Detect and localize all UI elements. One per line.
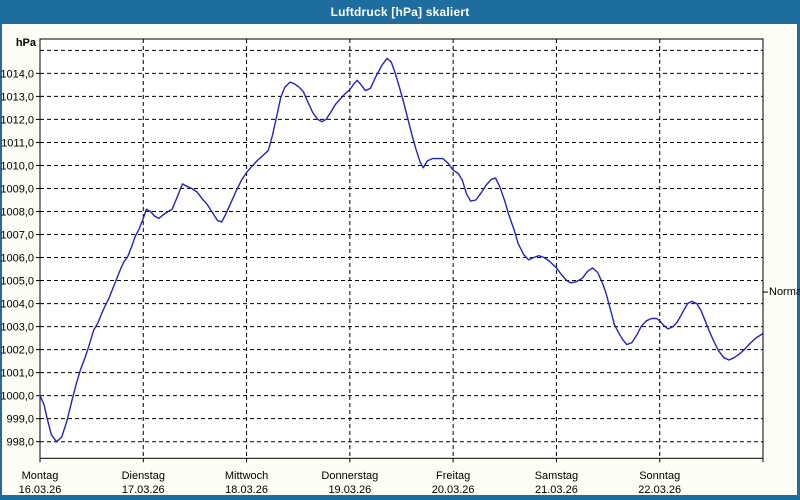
- y-tick-label: 1004,0: [0, 299, 34, 311]
- y-axis-unit-label: hPa: [15, 37, 36, 49]
- y-tick-label: 1001,0: [0, 368, 34, 380]
- y-tick-label: 1005,0: [0, 276, 34, 288]
- y-tick-label: 1010,0: [0, 160, 34, 172]
- y-tick-label: 1009,0: [0, 183, 34, 195]
- y-tick-label: 1002,0: [0, 345, 34, 357]
- date-label: 19.03.26: [328, 484, 371, 496]
- y-tick-label: 1000,0: [0, 391, 34, 403]
- plot-area: [40, 39, 763, 459]
- day-label: Dienstag: [122, 470, 165, 482]
- y-tick-label: 999,0: [6, 414, 34, 426]
- y-tick-label: 1008,0: [0, 207, 34, 219]
- date-label: 18.03.26: [225, 484, 268, 496]
- pressure-line: [39, 57, 764, 443]
- y-tick-label: 1003,0: [0, 322, 34, 334]
- plot-border: [39, 38, 764, 459]
- date-label: 17.03.26: [122, 484, 165, 496]
- date-label: 22.03.26: [638, 484, 681, 496]
- day-label: Mittwoch: [225, 470, 268, 482]
- day-label: Sonntag: [639, 470, 680, 482]
- date-label: 20.03.26: [432, 484, 475, 496]
- y-tick-label: 1013,0: [0, 91, 34, 103]
- y-tick-label: 1012,0: [0, 114, 34, 126]
- y-tick-label: 1006,0: [0, 253, 34, 265]
- y-tick-label: 1011,0: [1, 137, 34, 149]
- y-tick-label: 1007,0: [0, 230, 34, 242]
- date-label: 21.03.26: [535, 484, 578, 496]
- day-label: Donnerstag: [321, 470, 378, 482]
- title-bar[interactable]: Luftdruck [hPa] skaliert: [2, 0, 798, 24]
- y-tick-label: 998,0: [6, 437, 34, 449]
- y-tick-label: 1014,0: [0, 68, 34, 80]
- day-label: Freitag: [436, 470, 470, 482]
- chart-title: Luftdruck [hPa] skaliert: [330, 5, 470, 19]
- date-label: 16.03.26: [19, 484, 62, 496]
- normal-marker-label: Normal: [769, 286, 800, 298]
- day-label: Samstag: [535, 470, 578, 482]
- day-label: Montag: [22, 470, 59, 482]
